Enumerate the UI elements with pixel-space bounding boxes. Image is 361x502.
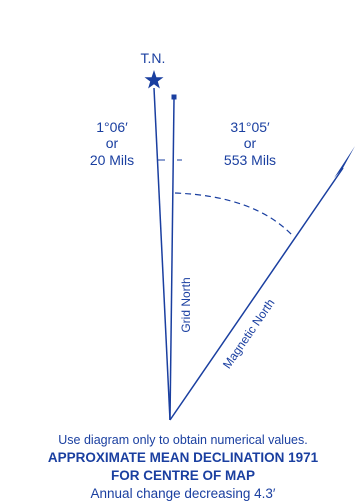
- declination-title-line1: APPROXIMATE MEAN DECLINATION 1971: [48, 450, 319, 465]
- magnetic-north-line: [169, 167, 344, 421]
- grid-north-angle-degrees: 1°06′: [96, 119, 128, 135]
- annual-change-note: Annual change decreasing 4.3′: [91, 486, 276, 501]
- grid-north-angle-or: or: [106, 135, 119, 151]
- magnetic-north-angle-degrees: 31°05′: [230, 119, 270, 135]
- half-arrowhead-icon: [334, 146, 355, 178]
- declination-arc: [174, 192, 294, 237]
- grid-north-line: [169, 98, 175, 421]
- declination-title-line2: FOR CENTRE OF MAP: [111, 468, 255, 483]
- true-north-label: T.N.: [141, 50, 166, 66]
- magnetic-north-angle-mils: 553 Mils: [224, 152, 276, 168]
- grid-north-marker: [171, 94, 177, 100]
- true-north-line: [153, 87, 171, 421]
- grid-north-label: Grid North: [179, 277, 193, 332]
- magnetic-north-angle-or: or: [244, 135, 257, 151]
- usage-note: Use diagram only to obtain numerical val…: [58, 433, 307, 447]
- grid-north-angle-mils: 20 Mils: [90, 152, 134, 168]
- star-icon: [144, 70, 164, 89]
